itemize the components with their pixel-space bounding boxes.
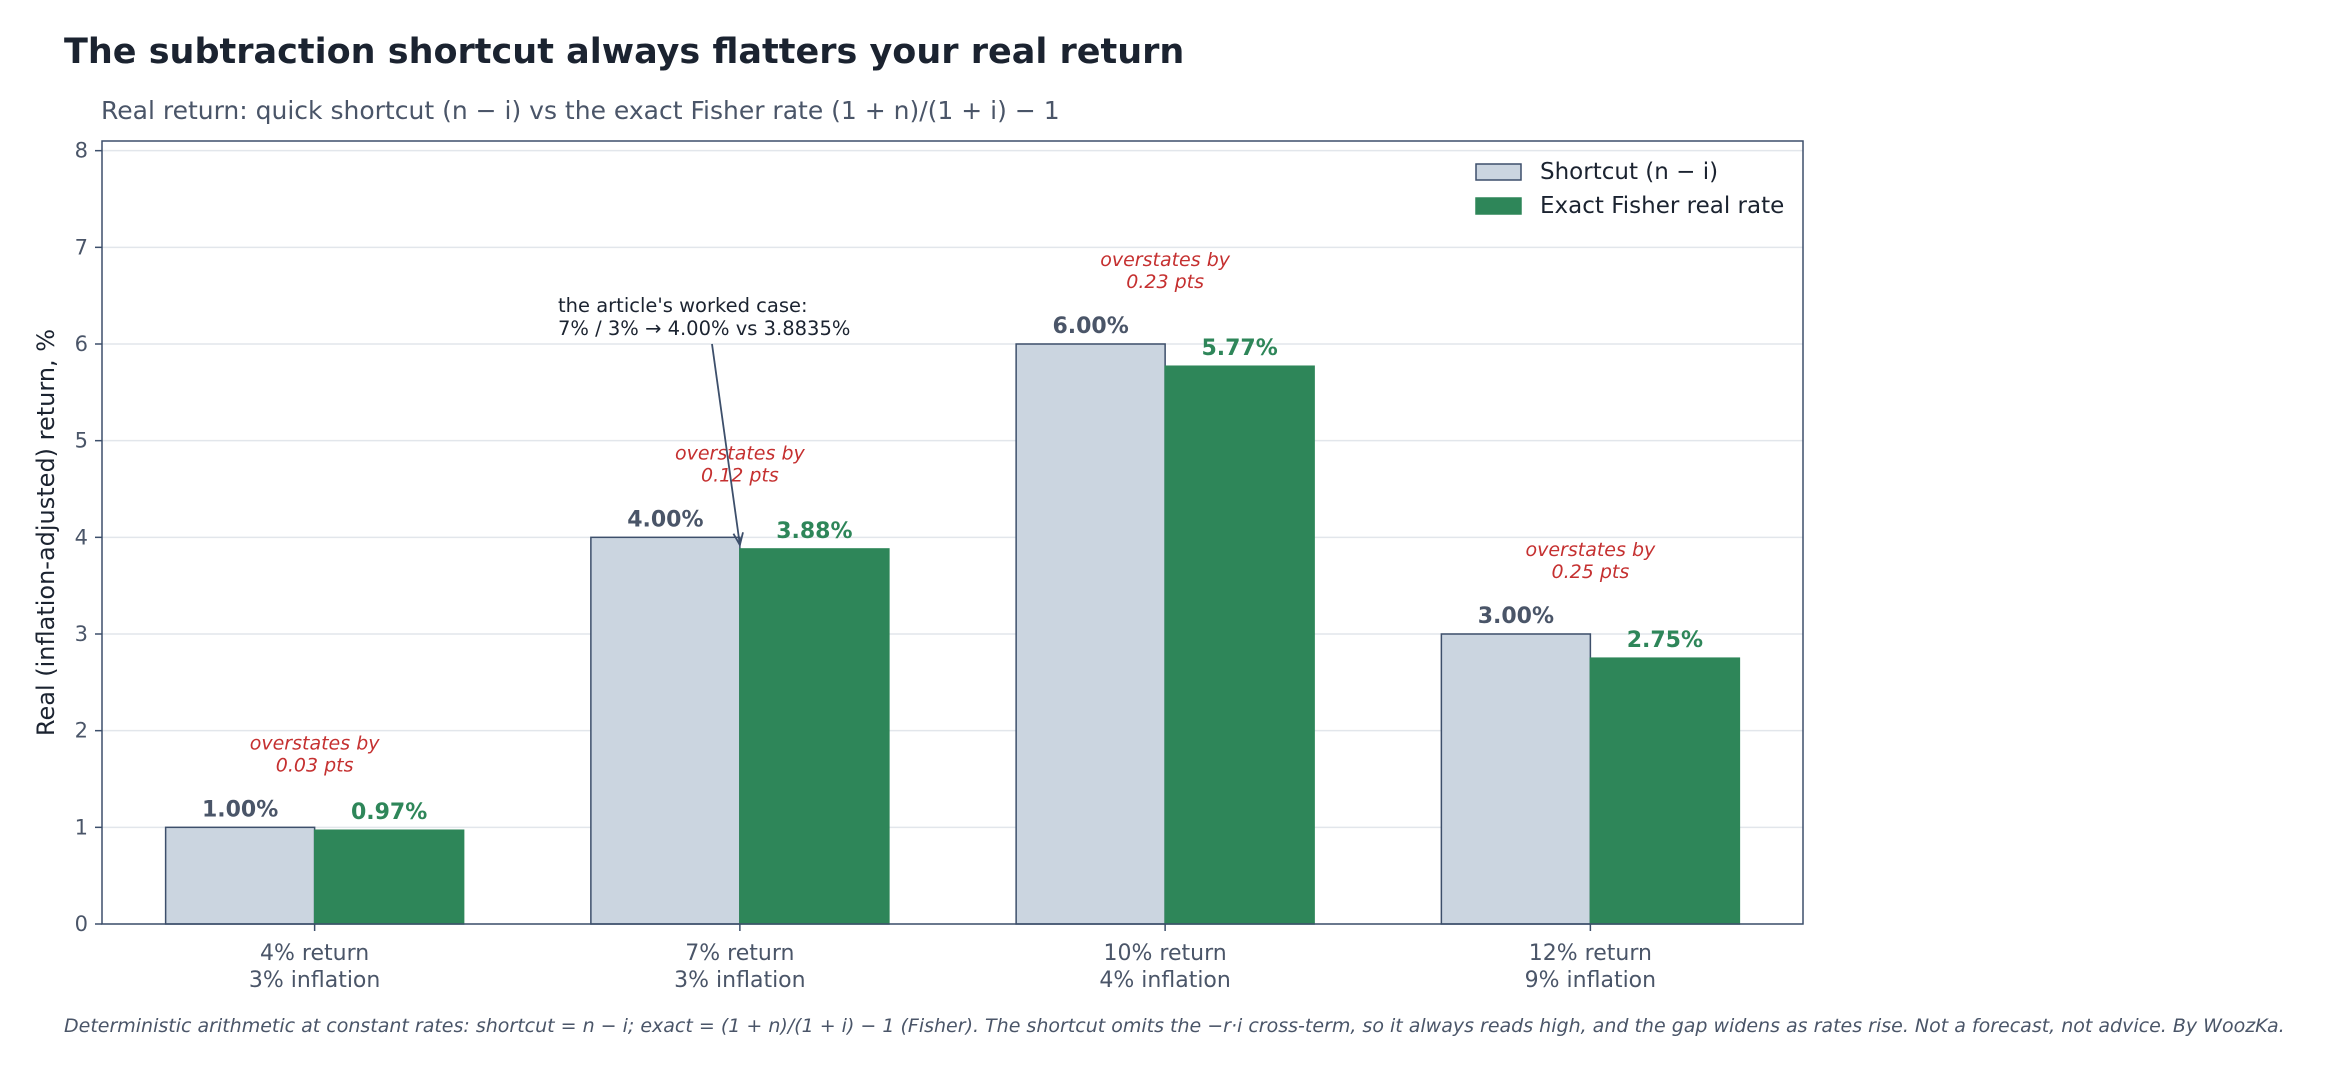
y-tick-label: 5 xyxy=(75,429,88,453)
bar-exact xyxy=(739,548,890,925)
bar-shortcut xyxy=(164,826,316,925)
data-label-shortcut: 6.00% xyxy=(1052,314,1128,339)
gap-annotation: 0.12 pts xyxy=(701,464,779,486)
bar-shortcut xyxy=(590,536,741,925)
y-tick-label: 3 xyxy=(75,622,88,646)
callout-text: the article's worked case: xyxy=(558,294,808,317)
bar-exact xyxy=(1164,365,1315,925)
data-label-exact: 3.88% xyxy=(776,519,852,544)
x-tick-label: 3% inflation xyxy=(249,968,380,993)
plot-frame xyxy=(101,140,1804,925)
legend-label-exact: Exact Fisher real rate xyxy=(1540,193,1784,219)
y-axis-label: Real (inflation-adjusted) return, % xyxy=(32,329,60,736)
callout-arrowhead xyxy=(732,532,744,548)
bar-shortcut xyxy=(1440,633,1592,925)
y-tick-label: 4 xyxy=(75,525,88,549)
callout-text: 7% / 3% → 4.00% vs 3.8835% xyxy=(558,317,850,340)
x-tick-label: 10% return xyxy=(1104,941,1227,966)
data-label-shortcut: 4.00% xyxy=(627,507,703,532)
legend-swatch-exact xyxy=(1475,197,1522,215)
data-label-exact: 0.97% xyxy=(351,800,427,825)
bar-exact xyxy=(1589,657,1741,925)
legend-label-shortcut: Shortcut (n − i) xyxy=(1540,159,1718,185)
legend: Shortcut (n − i) Exact Fisher real rate xyxy=(1475,159,1784,219)
callout-arrow xyxy=(711,343,741,546)
legend-swatch-shortcut xyxy=(1475,163,1522,181)
bar-exact xyxy=(313,829,465,925)
chart-subtitle: Real return: quick shortcut (n − i) vs t… xyxy=(101,96,1060,125)
data-label-exact: 2.75% xyxy=(1627,628,1703,653)
y-tick-label: 7 xyxy=(75,235,88,259)
footnote: Deterministic arithmetic at constant rat… xyxy=(64,1015,2285,1037)
data-label-exact: 5.77% xyxy=(1201,336,1277,361)
bars xyxy=(164,343,1741,925)
chart-title: The subtraction shortcut always flatters… xyxy=(64,32,1185,72)
gap-annotation: overstates by xyxy=(250,732,380,754)
axes: 0 1 2 3 4 5 6 7 8 Real (inflation-adjusted) retur… xyxy=(32,139,1656,993)
y-tick-label: 2 xyxy=(75,719,88,743)
x-tick-label: 7% return xyxy=(685,941,794,966)
x-tick-label: 4% return xyxy=(260,941,369,966)
x-tick-label: 12% return xyxy=(1529,941,1652,966)
x-tick-label: 4% inflation xyxy=(1099,968,1230,993)
y-tick-label: 6 xyxy=(75,332,88,356)
gap-annotation: overstates by xyxy=(1526,539,1656,561)
data-label-shortcut: 1.00% xyxy=(202,797,278,822)
y-tick-label: 8 xyxy=(75,139,88,163)
x-tick-label: 3% inflation xyxy=(674,968,805,993)
gap-annotation: 0.03 pts xyxy=(276,754,354,776)
y-tick-label: 1 xyxy=(75,815,88,839)
gap-annotation: overstates by xyxy=(675,442,805,464)
data-label-shortcut: 3.00% xyxy=(1478,604,1554,629)
gap-annotation: overstates by xyxy=(1100,249,1230,271)
bar-shortcut xyxy=(1015,343,1166,925)
x-tick-label: 9% inflation xyxy=(1525,968,1656,993)
gap-annotation: 0.23 pts xyxy=(1126,271,1204,293)
gap-annotation: 0.25 pts xyxy=(1551,561,1629,583)
y-tick-label: 0 xyxy=(75,912,88,936)
